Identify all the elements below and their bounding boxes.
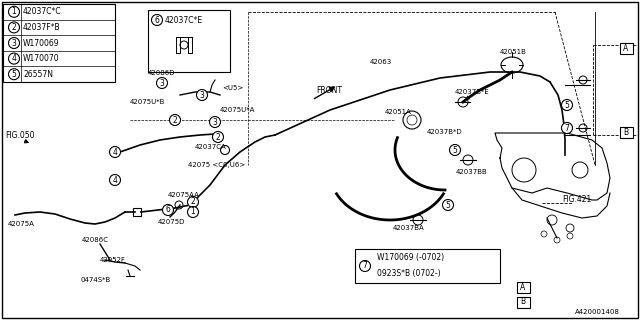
Text: 7: 7 [564,124,570,132]
Text: 2: 2 [191,197,195,206]
Text: 1: 1 [12,7,17,16]
Bar [148,10,230,72]
Circle shape [449,145,461,156]
Text: FIG.050: FIG.050 [5,131,35,140]
Bar [355,249,500,283]
Text: 2: 2 [173,116,177,124]
Text: 5: 5 [445,201,451,210]
Text: 6: 6 [166,205,170,214]
Text: 42037C*C: 42037C*C [23,7,61,16]
Text: A420001408: A420001408 [575,309,620,315]
Circle shape [8,69,19,80]
Circle shape [561,123,573,133]
Text: 42037BB: 42037BB [456,169,488,175]
Text: 42075U*B: 42075U*B [130,99,165,105]
Text: 3: 3 [159,78,164,87]
Text: 42086C: 42086C [82,237,109,243]
Text: A: A [520,283,525,292]
Circle shape [212,132,223,142]
Text: 42037F*B: 42037F*B [23,23,61,32]
Text: 42037BA: 42037BA [393,225,425,231]
Text: 3: 3 [200,91,204,100]
Text: B: B [623,127,628,137]
Text: B: B [520,298,525,307]
Text: 42075D: 42075D [158,219,186,225]
Text: 4: 4 [12,54,17,63]
Text: 2: 2 [12,23,17,32]
Text: 1: 1 [191,207,195,217]
Circle shape [157,77,168,89]
Text: 42037C*E: 42037C*E [165,15,203,25]
Text: 5: 5 [12,70,17,79]
Text: 4: 4 [113,175,117,185]
Circle shape [109,174,120,186]
Text: FRONT: FRONT [316,85,342,94]
Bar [620,43,632,53]
Text: <U5>: <U5> [222,85,243,91]
Text: 42086D: 42086D [148,70,175,76]
Circle shape [8,37,19,49]
Circle shape [8,53,19,64]
Text: 42051A: 42051A [385,109,412,115]
Bar [133,208,141,216]
Circle shape [442,199,454,211]
Text: 7: 7 [363,261,367,270]
Circle shape [163,204,173,215]
Text: 42051B: 42051B [500,49,527,55]
Text: W170069: W170069 [23,38,60,47]
Text: 42075U*A: 42075U*A [220,107,255,113]
Circle shape [561,100,573,110]
Circle shape [109,147,120,157]
Text: 26557N: 26557N [23,70,53,79]
Text: 0474S*B: 0474S*B [80,277,110,283]
Circle shape [152,14,163,26]
Text: 3: 3 [212,117,218,126]
Text: W170070: W170070 [23,54,60,63]
Circle shape [188,196,198,207]
Text: 5: 5 [564,100,570,109]
Text: 42063: 42063 [370,59,392,65]
Circle shape [209,116,221,127]
Text: 0923S*B (0702-): 0923S*B (0702-) [377,269,440,278]
Text: 42075AA: 42075AA [168,192,200,198]
Text: 6: 6 [155,15,159,25]
Text: 2: 2 [216,132,220,141]
Circle shape [170,115,180,125]
Circle shape [196,90,207,100]
Circle shape [188,206,198,218]
Bar [516,297,529,308]
Text: 3: 3 [12,38,17,47]
Text: 42052F: 42052F [100,257,126,263]
Text: FIG.421: FIG.421 [562,196,591,204]
Bar [516,282,529,292]
Bar [620,126,632,138]
Circle shape [8,22,19,33]
Circle shape [8,6,19,17]
Text: A: A [623,44,628,52]
Circle shape [360,260,371,271]
Text: 42037B*E: 42037B*E [455,89,490,95]
Text: 5: 5 [452,146,458,155]
Bar [3,4,115,82]
Text: 4: 4 [113,148,117,156]
Text: 42037CA: 42037CA [195,144,227,150]
Text: 42037B*D: 42037B*D [427,129,463,135]
Text: 42075 <C0,U6>: 42075 <C0,U6> [188,162,245,168]
Text: 42075A: 42075A [8,221,35,227]
Text: W170069 (-0702): W170069 (-0702) [377,253,444,262]
